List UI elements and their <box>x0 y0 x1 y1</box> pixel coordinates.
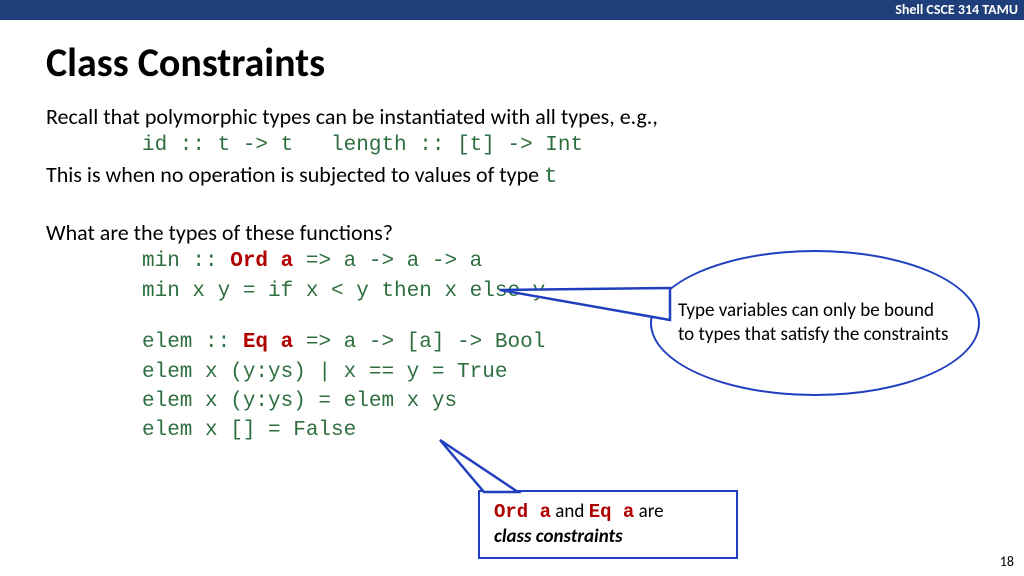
min-sig-post: => a -> a -> a <box>293 250 482 273</box>
callout-class-constraints: Ord a and Eq a are class constraints <box>478 490 738 559</box>
callout-box-eq: Eq a <box>589 501 635 523</box>
elem-def-3: elem x [] = False <box>142 416 994 445</box>
min-sig-ord: Ord a <box>230 250 293 273</box>
code-length: length :: [t] -> Int <box>331 134 583 157</box>
callout-box-line2: class constraints <box>494 525 722 550</box>
callout-box-are: are <box>634 500 663 523</box>
elem-sig-eq: Eq a <box>243 331 293 354</box>
callout-ellipse-pointer <box>500 280 680 340</box>
slide-title: Class Constraints <box>46 38 325 87</box>
elem-sig-pre: elem :: <box>142 331 243 354</box>
slide: Shell CSCE 314 TAMU Class Constraints Re… <box>0 0 1024 576</box>
question-line: What are the types of these functions? <box>46 218 994 248</box>
callout-box-ord: Ord a <box>494 501 551 523</box>
callout-box-pointer <box>440 440 560 495</box>
callout-box-and: and <box>551 500 589 523</box>
callout-type-variables-text: Type variables can only be bound to type… <box>678 299 952 347</box>
min-sig-pre: min :: <box>142 250 230 273</box>
intro-line-2: This is when no operation is subjected t… <box>46 160 994 192</box>
callout-box-line1: Ord a and Eq a are <box>494 500 722 525</box>
code-id: id :: t -> t <box>142 134 293 157</box>
intro-line-1: Recall that polymorphic types can be ins… <box>46 102 994 132</box>
intro-line-2-code: t <box>544 164 557 189</box>
callout-type-variables: Type variables can only be bound to type… <box>650 250 980 396</box>
course-header: Shell CSCE 314 TAMU <box>0 0 1024 20</box>
page-number: 18 <box>1000 553 1014 570</box>
code-id-length: id :: t -> t length :: [t] -> Int <box>142 132 994 160</box>
intro-line-2-text: This is when no operation is subjected t… <box>46 161 544 188</box>
